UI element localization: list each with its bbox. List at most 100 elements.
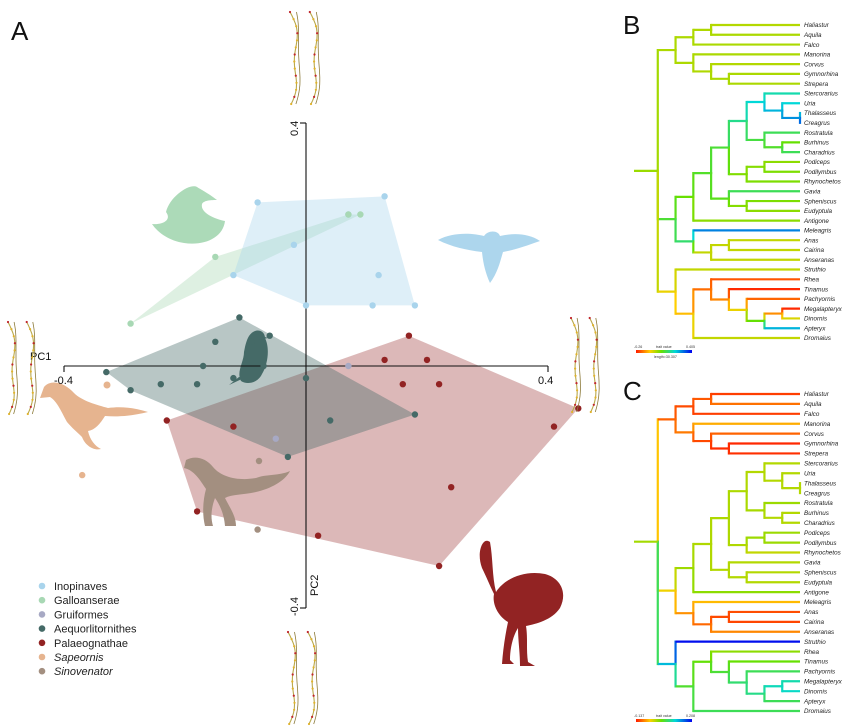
- scale-c-mid: trait value: [656, 714, 672, 718]
- tree-branches-c: [634, 392, 802, 713]
- taxon-label: Manorina: [804, 421, 831, 428]
- taxon-label: Corvus: [804, 431, 825, 438]
- taxon-label: Tinamus: [804, 659, 829, 666]
- legend-label-0: Inopinaves: [54, 581, 108, 593]
- scale-c-min: -0.137: [634, 714, 644, 718]
- legend-swatch-1: [38, 596, 46, 604]
- convex-hulls: [106, 196, 579, 566]
- taxon-label: Cairina: [804, 247, 824, 254]
- scale-b-length: length=30.307: [654, 355, 677, 359]
- point-inopinaves-8: [302, 302, 310, 309]
- taxon-label: Apteryx: [803, 325, 826, 332]
- color-scale-c: -0.137 trait value 0.208: [634, 714, 695, 722]
- taxon-label: Dromaius: [804, 708, 832, 715]
- legend-label-2: Gruiformes: [54, 609, 109, 621]
- tree-branches-b: [634, 23, 802, 340]
- point-palaeognathae-10: [193, 508, 201, 515]
- legend-label-4: Palaeognathae: [54, 638, 128, 650]
- point-gruiformes-1: [272, 435, 279, 442]
- taxon-label: Charadrius: [804, 149, 836, 156]
- taxon-label: Uria: [804, 470, 816, 477]
- taxon-label: Charadrius: [804, 520, 836, 527]
- taxon-label: Strepera: [804, 81, 829, 88]
- point-aequorlitornithes-12: [327, 417, 334, 424]
- point-palaeognathae-12: [435, 562, 443, 570]
- taxon-labels-c: Haliastur Aquila Falco Manorina Corvus Gymnor…: [803, 391, 843, 715]
- scale-b-mid: trait value: [656, 345, 672, 349]
- legend-swatch-6: [38, 667, 46, 675]
- taxon-label: Struthio: [804, 267, 826, 274]
- point-inopinaves-6: [369, 302, 376, 309]
- point-palaeognathae-2: [423, 356, 431, 364]
- landmark-outline-icon: [6, 10, 600, 726]
- taxon-label: Burhinus: [804, 140, 830, 147]
- phylogeny-panel-c: Haliastur Aquila Falco Manorina Corvus Gymnor…: [634, 391, 843, 722]
- legend-swatch-5: [38, 653, 46, 661]
- point-aequorlitornithes-8: [157, 381, 164, 388]
- landmark-outline-icon: [288, 10, 321, 106]
- point-aequorlitornithes-3: [260, 362, 267, 370]
- point-sinovenator-0: [254, 526, 261, 533]
- taxon-label: Spheniscus: [804, 570, 837, 577]
- x-tick-max: 0.4: [538, 375, 553, 387]
- sapeornis-silhouette-icon: [40, 381, 148, 450]
- taxon-label: Dinornis: [804, 688, 828, 695]
- taxon-label: Creagrus: [804, 120, 831, 127]
- legend-label-1: Galloanserae: [54, 595, 119, 607]
- point-inopinaves-3: [290, 241, 298, 248]
- taxon-label: Stercorarius: [804, 461, 839, 468]
- pca-scatter-panel: PC1 -0.4 0.4 0.4 -0.4 PC2 Inopinaves Gall…: [6, 10, 600, 726]
- taxon-label: Pachyornis: [804, 669, 836, 676]
- legend-swatch-3: [38, 625, 46, 632]
- penguin-silhouette-icon: [229, 330, 268, 385]
- taxon-label: Gymnorhina: [804, 441, 839, 448]
- point-galloanserae-3: [127, 320, 134, 327]
- taxon-label: Meleagris: [804, 228, 832, 235]
- point-galloanserae-2: [357, 211, 364, 218]
- y-tick-max: 0.4: [289, 121, 301, 136]
- taxon-label: Podilymbus: [804, 540, 837, 547]
- legend: Inopinaves Galloanserae Gruiformes Aequorli…: [38, 581, 137, 678]
- point-palaeognathae-0: [405, 332, 413, 339]
- legend-swatch-0: [38, 582, 46, 590]
- point-aequorlitornithes-9: [193, 381, 201, 388]
- phylogeny-panel-b: Haliastur Aquila Falco Manorina Corvus Gymnor…: [634, 22, 843, 359]
- ostrich-silhouette-icon: [479, 540, 564, 666]
- point-palaeognathae-5: [575, 405, 582, 412]
- taxon-label: Cairina: [804, 619, 824, 626]
- point-inopinaves-1: [381, 193, 388, 200]
- point-aequorlitornithes-0: [236, 314, 243, 321]
- taxon-label: Megalapteryx: [804, 678, 843, 685]
- y-axis-label: PC2: [309, 575, 321, 596]
- point-palaeognathae-4: [399, 381, 406, 388]
- taxon-label: Pachyornis: [804, 296, 836, 303]
- taxon-label: Rhea: [804, 277, 820, 284]
- taxon-label: Rhea: [804, 649, 820, 656]
- taxon-label: Dinornis: [804, 316, 828, 323]
- y-tick-min: -0.4: [289, 597, 301, 616]
- legend-label-5: Sapeornis: [54, 652, 104, 664]
- point-palaeognathae-6: [550, 423, 558, 430]
- taxon-label: Haliastur: [804, 22, 830, 29]
- point-aequorlitornithes-10: [302, 374, 310, 382]
- point-galloanserae-0: [212, 253, 219, 261]
- panel-label-c: C: [623, 376, 642, 406]
- taxon-label: Antigone: [803, 218, 829, 225]
- taxon-label: Eudyptula: [804, 579, 833, 586]
- taxon-label: Haliastur: [804, 391, 830, 398]
- taxon-label: Uria: [804, 100, 816, 107]
- x-tick-min: -0.4: [54, 375, 73, 387]
- taxon-label: Anas: [803, 609, 819, 616]
- taxon-label: Eudyptula: [804, 208, 833, 215]
- point-aequorlitornithes-1: [266, 332, 273, 339]
- taxon-label: Corvus: [804, 61, 825, 68]
- point-palaeognathae-8: [230, 423, 237, 430]
- sinovenator-silhouette-icon: [184, 457, 290, 526]
- taxon-label: Rhynochetos: [804, 179, 842, 186]
- taxon-label: Falco: [804, 42, 820, 49]
- hull-inopinaves: [233, 196, 415, 306]
- taxon-label: Gavia: [804, 560, 821, 567]
- taxon-label: Thalasseus: [804, 110, 837, 117]
- scale-b-min: -0.26: [634, 345, 642, 349]
- point-inopinaves-7: [230, 271, 237, 279]
